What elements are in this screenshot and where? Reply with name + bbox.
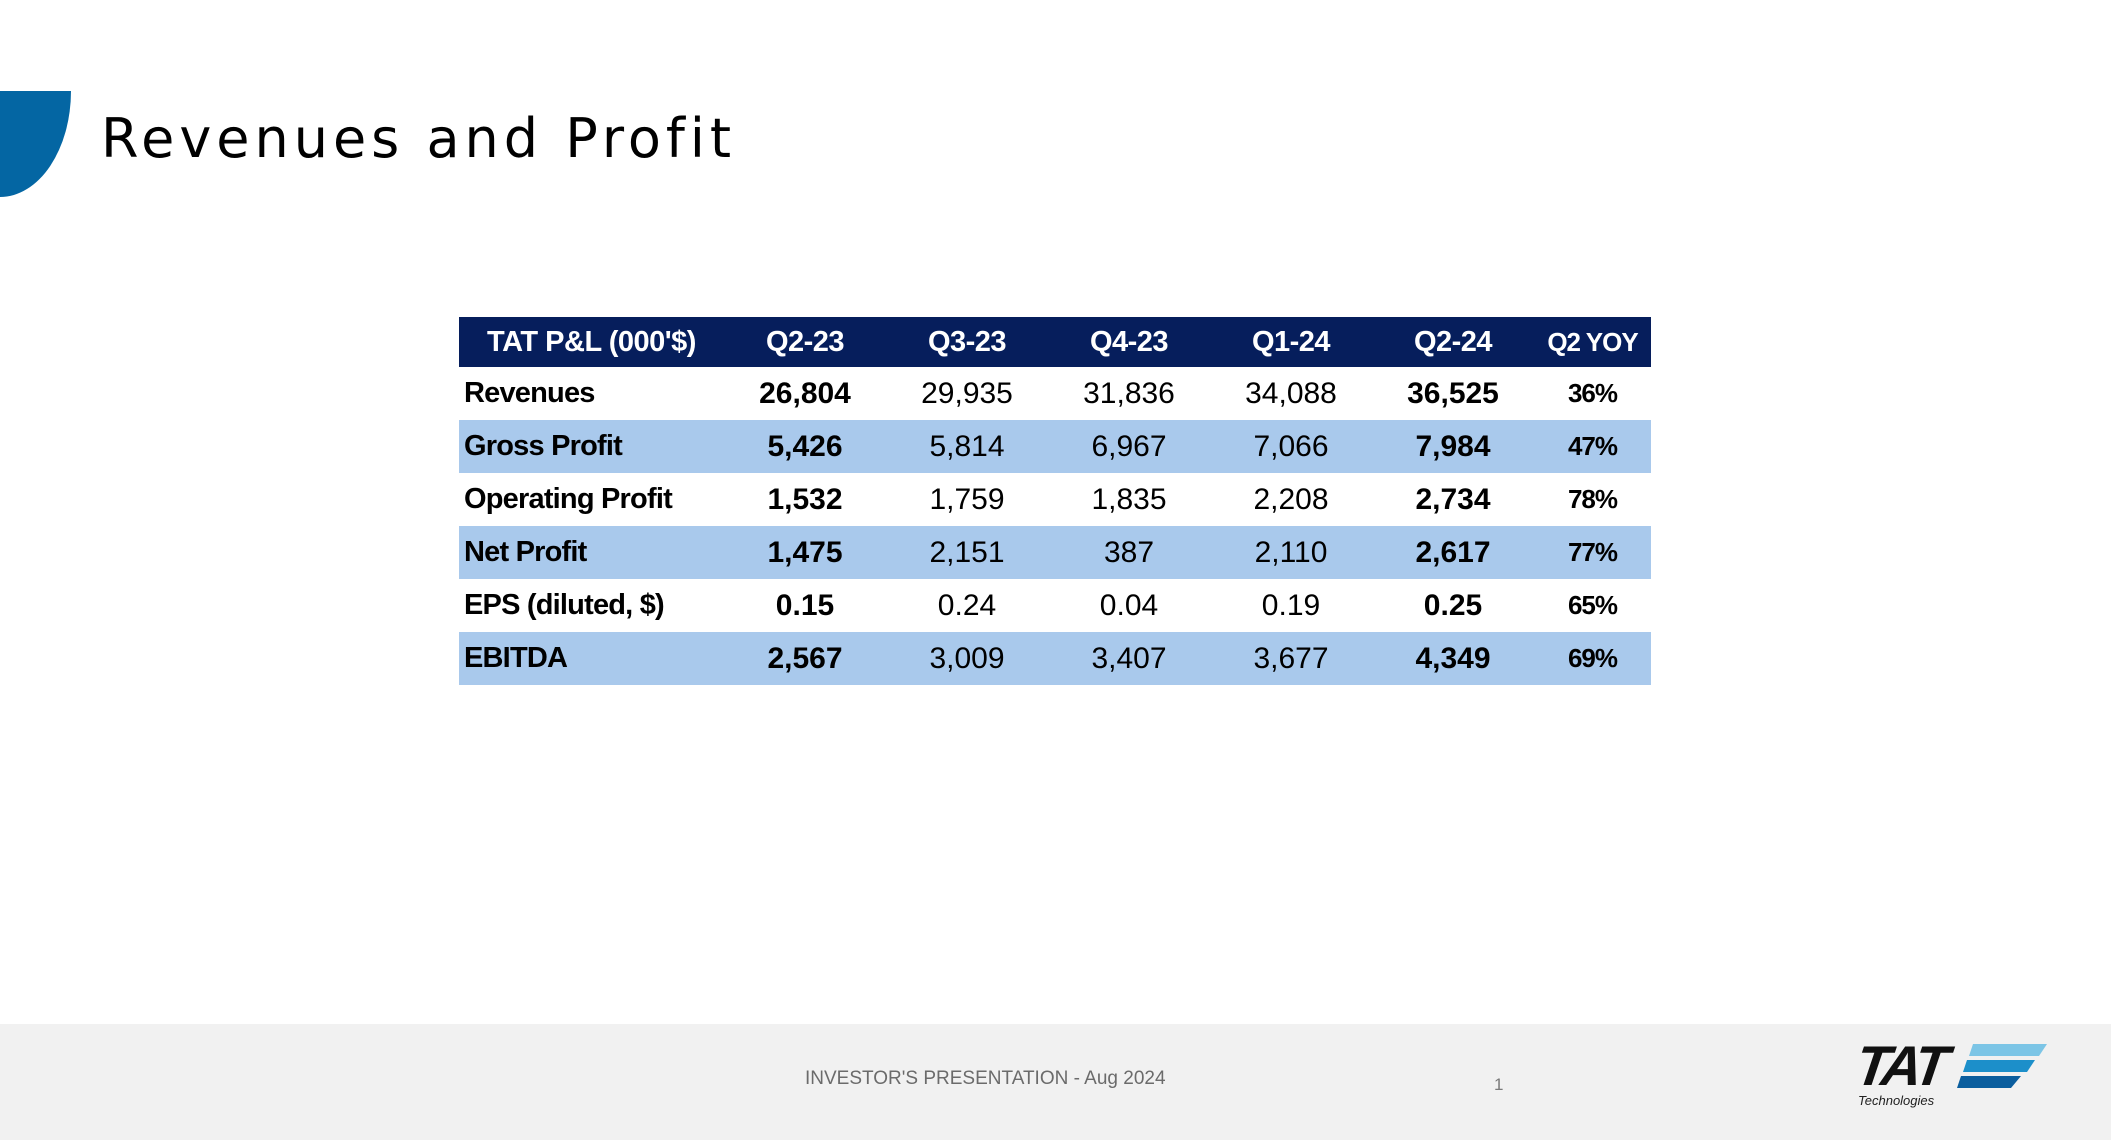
- yoy-cell: 77%: [1534, 526, 1651, 579]
- value-cell: 4,349: [1372, 632, 1534, 685]
- tat-logo: TAT Technologies: [1850, 1034, 2050, 1113]
- footer-text: INVESTOR'S PRESENTATION - Aug 2024: [805, 1068, 1166, 1089]
- value-cell: 2,110: [1210, 526, 1372, 579]
- value-cell: 26,804: [759, 376, 851, 410]
- value-cell: 0.24: [937, 588, 997, 622]
- yoy-cell: 78%: [1567, 484, 1618, 514]
- header-cell-label: TAT P&L (000'$): [459, 317, 724, 367]
- page-number: 1: [1494, 1075, 1504, 1094]
- value-cell: 7,984: [1372, 420, 1534, 473]
- row-label: Operating Profit: [464, 483, 673, 515]
- value-cell: 6,967: [1048, 420, 1210, 473]
- value-cell: 7,066: [1210, 420, 1372, 473]
- header-cell-q2-24: Q2-24: [1372, 317, 1534, 367]
- value-cell: 1,475: [724, 526, 886, 579]
- row-label: EPS (diluted, $): [464, 589, 665, 621]
- table-row: Operating Profit 1,532 1,759 1,835 2,208 2,73…: [459, 473, 1651, 526]
- table-row: Net Profit 1,475 2,151 387 2,110 2,617 77%: [459, 526, 1651, 579]
- value-cell: 1,532: [767, 482, 843, 516]
- value-cell: 5,814: [886, 420, 1048, 473]
- accent-shape: [0, 91, 71, 197]
- header-cell-q1-24: Q1-24: [1210, 317, 1372, 367]
- value-cell: 2,567: [724, 632, 886, 685]
- pl-table: TAT P&L (000'$) Q2-23 Q3-23 Q4-23 Q1-24 …: [459, 317, 1651, 685]
- value-cell: 1,835: [1091, 482, 1167, 516]
- value-cell: 31,836: [1083, 376, 1175, 410]
- value-cell: 3,009: [886, 632, 1048, 685]
- table-row: Gross Profit 5,426 5,814 6,967 7,066 7,984 47%: [459, 420, 1651, 473]
- value-cell: 2,617: [1372, 526, 1534, 579]
- value-cell: 2,208: [1253, 482, 1329, 516]
- logo-subtitle: Technologies: [1858, 1093, 1935, 1108]
- value-cell: 0.15: [775, 588, 835, 622]
- logo-wordmark: TAT: [1851, 1034, 1950, 1097]
- value-cell: 34,088: [1245, 376, 1337, 410]
- yoy-cell: 47%: [1534, 420, 1651, 473]
- value-cell: 36,525: [1407, 376, 1499, 410]
- yoy-cell: 36%: [1567, 378, 1618, 408]
- footer-bar: [0, 1024, 2111, 1140]
- value-cell: 387: [1048, 526, 1210, 579]
- header-cell-q2-23: Q2-23: [724, 317, 886, 367]
- value-cell: 0.25: [1423, 588, 1483, 622]
- table-row: EPS (diluted, $) 0.15 0.24 0.04 0.19 0.25 65%: [459, 579, 1651, 632]
- header-cell-q3-23: Q3-23: [886, 317, 1048, 367]
- value-cell: 0.19: [1261, 588, 1321, 622]
- slide-title: Revenues and Profit: [101, 107, 737, 170]
- yoy-cell: 69%: [1534, 632, 1651, 685]
- value-cell: 2,151: [886, 526, 1048, 579]
- value-cell: 3,407: [1048, 632, 1210, 685]
- header-cell-q4-23: Q4-23: [1048, 317, 1210, 367]
- value-cell: 29,935: [921, 376, 1013, 410]
- value-cell: 2,734: [1415, 482, 1491, 516]
- row-label: Net Profit: [459, 526, 724, 579]
- table-header-row: TAT P&L (000'$) Q2-23 Q3-23 Q4-23 Q1-24 …: [459, 317, 1651, 367]
- value-cell: 0.04: [1099, 588, 1159, 622]
- value-cell: 3,677: [1210, 632, 1372, 685]
- table-row: Revenues 26,804 29,935 31,836 34,088 36,525 36…: [459, 367, 1651, 420]
- row-label: Gross Profit: [459, 420, 724, 473]
- yoy-cell: 65%: [1567, 590, 1618, 620]
- value-cell: 5,426: [724, 420, 886, 473]
- logo-stripes-icon: [1957, 1044, 2047, 1088]
- row-label: Revenues: [464, 377, 595, 409]
- row-label: EBITDA: [459, 632, 724, 685]
- header-cell-yoy: Q2 YOY: [1534, 317, 1651, 367]
- value-cell: 1,759: [929, 482, 1005, 516]
- table-row: EBITDA 2,567 3,009 3,407 3,677 4,349 69%: [459, 632, 1651, 685]
